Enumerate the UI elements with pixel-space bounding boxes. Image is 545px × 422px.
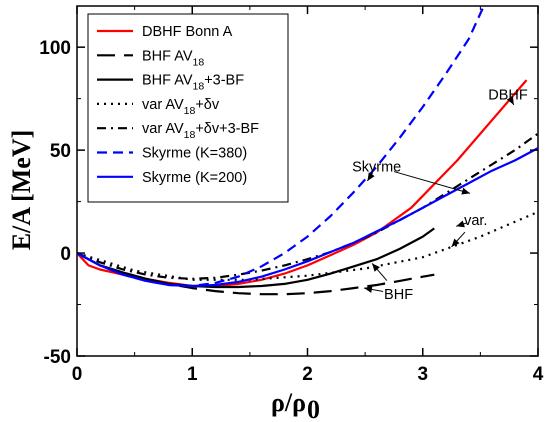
legend-label-suffix: +3-BF [204, 73, 244, 89]
annotation-arrow [393, 171, 471, 194]
annotation-arrowhead [461, 187, 471, 195]
legend-label-suffix: +δv [195, 97, 220, 113]
annotation-label: var. [464, 213, 487, 229]
legend-label: Skyrme (K=380) [142, 146, 247, 162]
legend-label-subscript: 18 [184, 105, 196, 117]
legend-label-subscript: 18 [193, 56, 205, 68]
y-tick-label: 50 [50, 141, 71, 162]
legend-label: Skyrme (K=200) [142, 170, 247, 186]
x-axis-title: ρ/ρ [271, 388, 306, 417]
annotation-label: DBHF [488, 88, 528, 104]
legend-label-subscript: 18 [184, 129, 196, 141]
annotation-arrowhead [367, 172, 375, 181]
legend-label-suffix: +δv+3-BF [195, 121, 259, 137]
series-line [77, 147, 538, 288]
x-tick-label: 2 [302, 364, 313, 385]
x-tick-label: 1 [187, 364, 198, 385]
legend-label-text: Skyrme (K=380) [142, 146, 247, 162]
annotations: DBHF Skyrme var. BHF [352, 88, 528, 304]
x-axis-title-subscript: 0 [307, 395, 320, 422]
legend-label: DBHF Bonn A [142, 24, 233, 40]
y-tick-label: -50 [44, 347, 71, 368]
annotation-label: BHF [384, 287, 413, 303]
legend-label-text: var AV [142, 121, 184, 137]
annotation-label: Skyrme [352, 160, 401, 176]
series-line [77, 227, 435, 289]
annotation-arrowhead [451, 238, 460, 247]
legend-label: BHF AV18 [142, 48, 204, 68]
legend-label-text: DBHF Bonn A [142, 24, 233, 40]
x-tick-label: 3 [417, 364, 428, 385]
series-line [77, 6, 485, 288]
legend-label: var AV18+δv [142, 97, 220, 117]
x-tick-label: 4 [533, 364, 544, 385]
series-line [77, 132, 538, 280]
annotation-arrowhead [363, 286, 373, 293]
annotation-arrowhead [506, 96, 514, 105]
y-tick-label: 100 [39, 38, 71, 59]
legend-label: var AV18+δv+3-BF [142, 121, 259, 141]
annotation-arrowhead [372, 263, 380, 272]
series-layer [77, 6, 538, 296]
legend-label-text: BHF AV [142, 48, 193, 64]
legend-label-text: var AV [142, 97, 184, 113]
x-tick-label: 0 [72, 364, 83, 385]
annotation-arrowhead [456, 220, 465, 228]
y-axis-title: E/A [MeV] [7, 130, 36, 251]
legend-label: BHF AV18+3-BF [142, 73, 244, 93]
legend-label-text: BHF AV [142, 73, 193, 89]
legend-label-text: Skyrme (K=200) [142, 170, 247, 186]
legend-box [87, 13, 289, 203]
y-tick-label: 0 [60, 244, 71, 265]
legend-label-subscript: 18 [193, 81, 205, 93]
